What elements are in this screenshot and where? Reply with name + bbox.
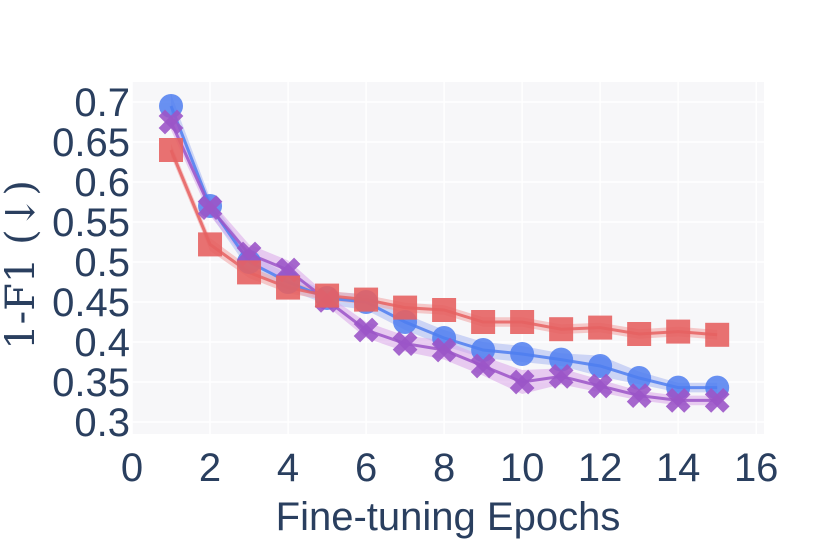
data-point-x — [470, 353, 496, 379]
x-axis-title: Fine-tuning Epochs — [276, 495, 621, 539]
data-point-x — [587, 373, 613, 399]
x-marker-bar — [236, 241, 262, 267]
x-marker-bar — [626, 383, 652, 408]
x-marker-bar — [509, 369, 535, 395]
data-point-square — [510, 310, 535, 334]
data-point-x — [158, 109, 184, 135]
x-marker-bar — [197, 195, 223, 220]
data-point-square — [315, 283, 340, 308]
data-point-x — [626, 383, 652, 408]
x-tick-label: 14 — [656, 446, 701, 490]
x-marker-bar — [392, 331, 418, 356]
x-marker-bar — [704, 388, 730, 413]
y-tick-label: 0.3 — [74, 401, 130, 445]
data-point-x — [353, 317, 379, 343]
y-axis-title: 1-F1 (↓) — [0, 180, 44, 350]
data-point-square — [627, 322, 652, 346]
x-marker-bar — [548, 364, 574, 389]
data-point-square — [354, 287, 379, 312]
data-point-x — [197, 195, 223, 220]
x-marker-bar — [353, 317, 379, 343]
y-tick-label: 0.55 — [52, 201, 130, 245]
data-point-x — [665, 388, 691, 413]
data-point-circle — [510, 342, 535, 366]
y-tick-label: 0.5 — [74, 241, 130, 285]
plot-background — [132, 82, 764, 434]
data-point-square — [588, 315, 613, 340]
data-point-square — [159, 138, 184, 162]
data-point-square — [705, 322, 730, 347]
x-marker-bar — [431, 337, 457, 363]
x-tick-label: 10 — [500, 446, 545, 490]
x-tick-label: 16 — [734, 446, 779, 490]
data-point-square — [237, 260, 262, 285]
x-marker-bar — [470, 353, 496, 379]
y-tick-label: 0.45 — [52, 281, 130, 325]
data-point-square — [666, 319, 691, 344]
x-marker-bar — [665, 388, 691, 413]
y-tick-label: 0.6 — [74, 161, 130, 205]
series-markers — [158, 94, 730, 413]
data-point-square — [432, 298, 457, 322]
y-tick-label: 0.35 — [52, 361, 130, 405]
data-point-square — [276, 275, 301, 300]
data-point-square — [549, 317, 574, 342]
x-tick-label: 0 — [121, 446, 143, 490]
x-tick-labels: 0 2 4 6 8 10 12 14 16 — [121, 446, 779, 490]
data-point-x — [704, 388, 730, 413]
y-tick-label: 0.65 — [52, 121, 130, 165]
x-marker-bar — [587, 373, 613, 399]
x-tick-label: 2 — [199, 446, 221, 490]
x-marker-bar — [158, 109, 184, 135]
x-tick-label: 12 — [578, 446, 623, 490]
data-point-x — [509, 369, 535, 395]
data-point-x — [392, 331, 418, 356]
data-point-x — [236, 241, 262, 267]
y-tick-label: 0.7 — [74, 81, 130, 125]
data-point-x — [548, 364, 574, 389]
data-point-square — [471, 310, 496, 334]
x-tick-label: 6 — [355, 446, 377, 490]
data-point-circle — [588, 354, 613, 378]
x-tick-label: 8 — [433, 446, 455, 490]
y-tick-labels: 0.30.350.40.450.50.550.60.650.7 — [52, 81, 130, 445]
y-tick-label: 0.4 — [74, 321, 130, 365]
data-point-square — [198, 232, 223, 257]
data-point-x — [431, 337, 457, 363]
data-point-square — [393, 295, 418, 320]
x-tick-label: 4 — [277, 446, 299, 490]
